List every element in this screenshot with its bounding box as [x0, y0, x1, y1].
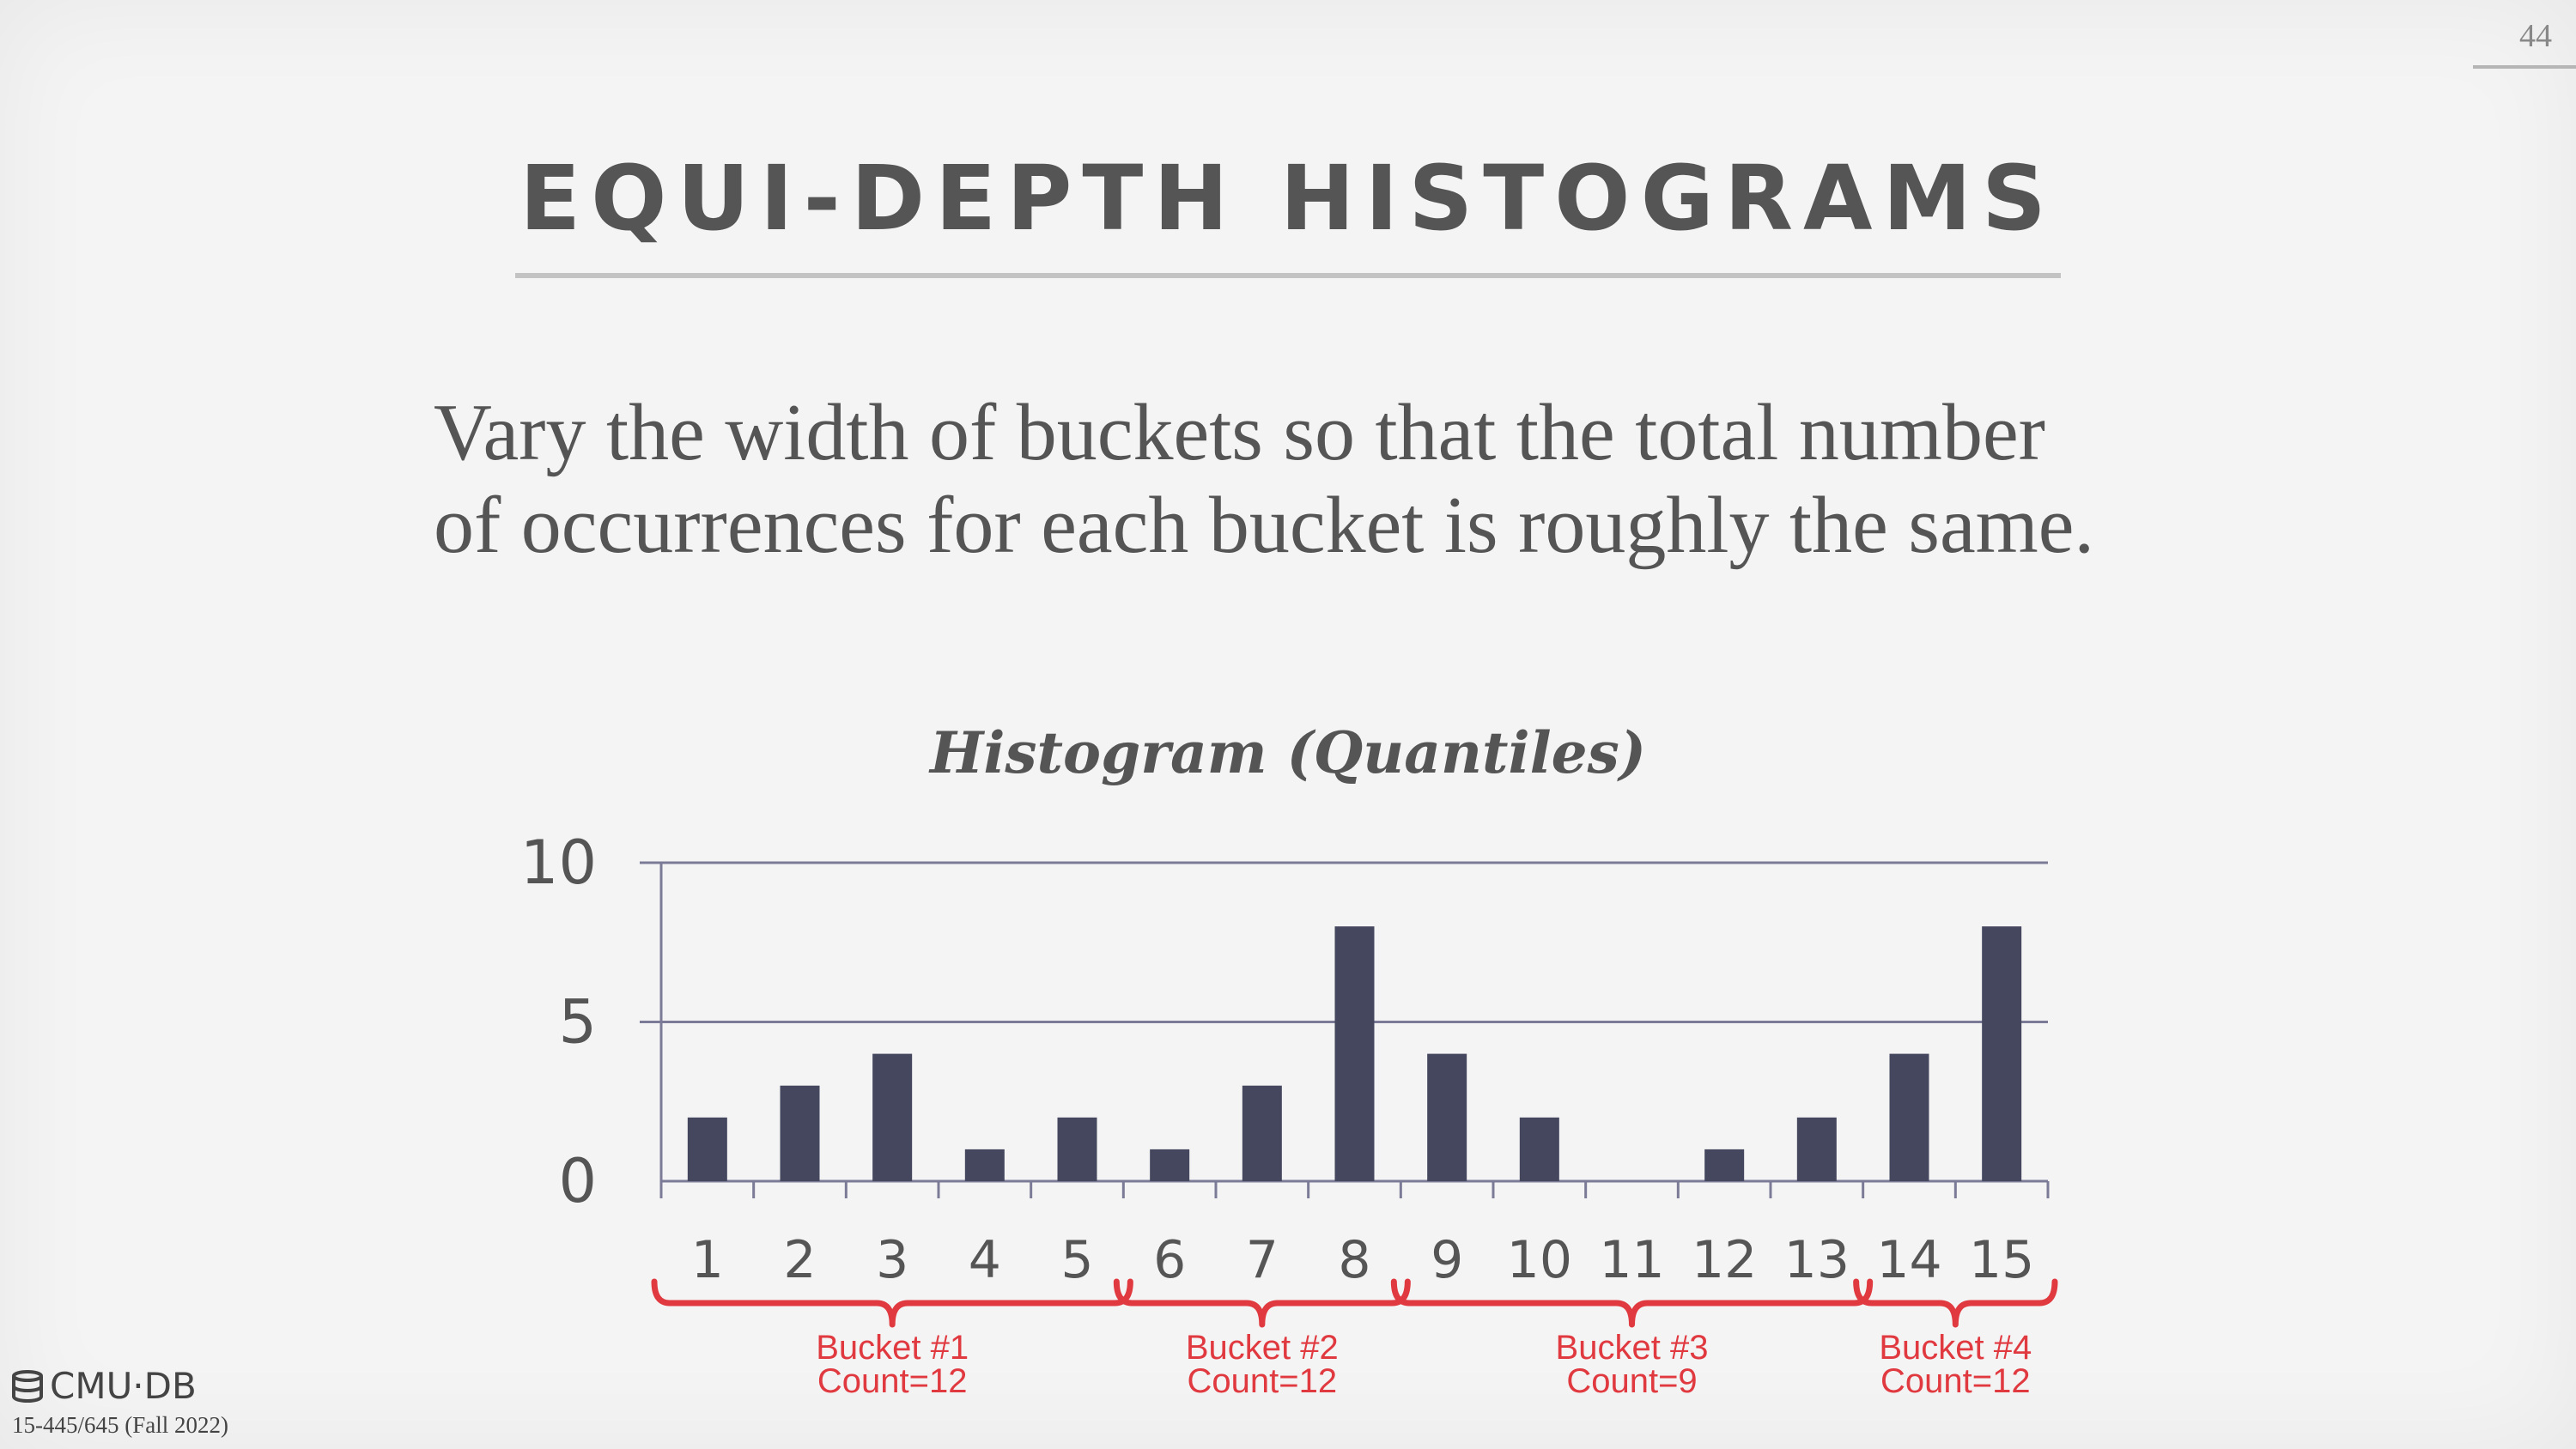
x-tick-label: 5 — [1060, 1230, 1093, 1290]
slide-title: EQUI-DEPTH HISTOGRAMS — [519, 146, 2057, 251]
cmu-db-logo: CMU·DB — [10, 1365, 197, 1407]
bar — [1796, 1117, 1837, 1181]
bucket-count: Count=12 — [1880, 1362, 2031, 1400]
body-line-2: of occurrences for each bucket is roughl… — [434, 481, 2095, 570]
database-icon — [12, 1369, 43, 1403]
body-line-1: Vary the width of buckets so that the to… — [434, 388, 2045, 477]
title-underline — [515, 273, 2061, 278]
y-tick-label: 10 — [520, 828, 597, 898]
x-tick-label: 4 — [969, 1230, 1001, 1290]
bar — [872, 1053, 913, 1181]
x-tick-label: 7 — [1246, 1230, 1279, 1290]
chart-title: Histogram (Quantiles) — [928, 719, 1646, 786]
x-tick-label: 10 — [1507, 1230, 1572, 1290]
bar — [1982, 926, 2022, 1181]
x-tick-label: 9 — [1431, 1230, 1463, 1290]
bucket-label: Bucket #4 — [1879, 1329, 2032, 1367]
x-tick-label: 14 — [1876, 1230, 1941, 1290]
page-number-underline — [2473, 65, 2576, 69]
bar — [1150, 1149, 1190, 1181]
bucket-label: Bucket #1 — [816, 1329, 969, 1367]
x-tick-label: 12 — [1692, 1230, 1757, 1290]
bucket-brace — [1853, 1278, 2058, 1328]
bar — [1519, 1117, 1559, 1181]
bar — [1057, 1117, 1097, 1181]
x-tick-label: 6 — [1153, 1230, 1186, 1290]
bucket-count: Count=9 — [1566, 1362, 1697, 1400]
x-tick-label: 11 — [1599, 1230, 1664, 1290]
bar — [780, 1085, 820, 1181]
y-tick-label: 0 — [558, 1146, 597, 1216]
bar — [1334, 926, 1375, 1181]
bar — [687, 1117, 727, 1181]
bucket-label: Bucket #2 — [1186, 1329, 1339, 1367]
x-tick-label: 13 — [1784, 1230, 1850, 1290]
bar — [1427, 1053, 1467, 1181]
bar — [964, 1149, 1005, 1181]
x-tick-label: 2 — [783, 1230, 816, 1290]
body-text: Vary the width of buckets so that the to… — [434, 386, 2237, 572]
x-tick-label: 3 — [876, 1230, 908, 1290]
x-tick-label: 8 — [1338, 1230, 1370, 1290]
bar — [1242, 1085, 1282, 1181]
x-tick-label: 15 — [1969, 1230, 2034, 1290]
bucket-count: Count=12 — [817, 1362, 968, 1400]
bar — [1889, 1053, 1929, 1181]
bucket-label: Bucket #3 — [1556, 1329, 1709, 1367]
course-label: 15-445/645 (Fall 2022) — [12, 1412, 228, 1438]
logo-text: CMU·DB — [50, 1365, 197, 1407]
bar — [1704, 1149, 1745, 1181]
x-tick-label: 1 — [691, 1230, 724, 1290]
bucket-count: Count=12 — [1188, 1362, 1338, 1400]
page-number: 44 — [2519, 18, 2552, 54]
y-tick-label: 5 — [558, 987, 597, 1058]
